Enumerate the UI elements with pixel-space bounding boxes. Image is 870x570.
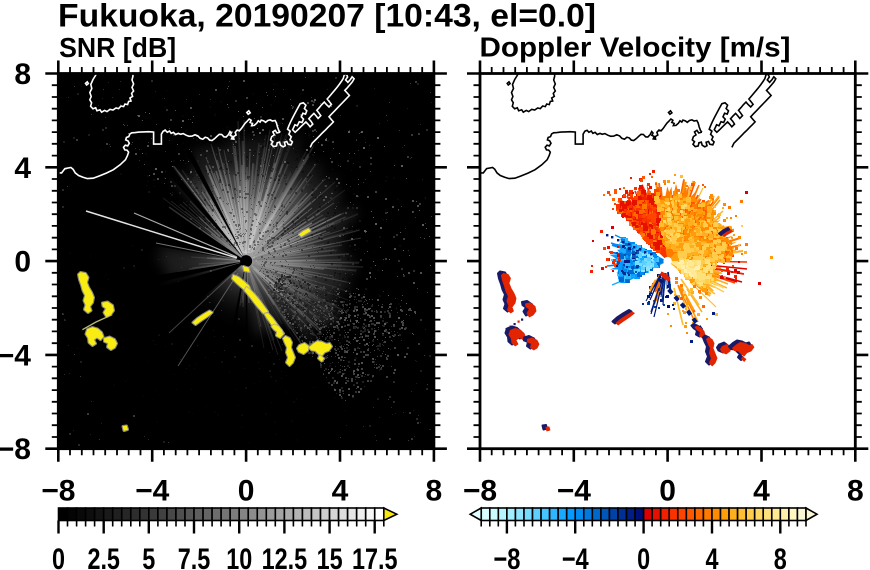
svg-text:4: 4	[332, 475, 349, 508]
svg-text:10: 10	[226, 543, 252, 570]
svg-text:7.5: 7.5	[178, 543, 211, 570]
svg-text:4: 4	[14, 152, 31, 185]
svg-text:Doppler Velocity [m/s]: Doppler Velocity [m/s]	[480, 32, 791, 63]
svg-text:0: 0	[238, 475, 255, 508]
svg-text:2.5: 2.5	[87, 543, 120, 570]
svg-text:8: 8	[774, 543, 787, 570]
svg-text:SNR [dB]: SNR [dB]	[59, 32, 176, 63]
svg-text:−8: −8	[0, 433, 31, 466]
svg-text:−8: −8	[463, 475, 497, 508]
svg-text:−8: −8	[493, 543, 520, 570]
svg-text:0: 0	[659, 475, 676, 508]
svg-text:0: 0	[52, 543, 65, 570]
svg-text:Fukuoka, 20190207 [10:43, el=0: Fukuoka, 20190207 [10:43, el=0.0]	[58, 0, 596, 33]
svg-text:17.5: 17.5	[352, 543, 398, 570]
svg-text:8: 8	[426, 475, 443, 508]
svg-text:8: 8	[14, 58, 31, 91]
svg-text:12.5: 12.5	[262, 543, 308, 570]
svg-text:−8: −8	[41, 475, 75, 508]
svg-text:15: 15	[317, 543, 343, 570]
svg-text:0: 0	[637, 543, 650, 570]
svg-text:5: 5	[142, 543, 155, 570]
svg-text:−4: −4	[0, 339, 31, 372]
svg-text:−4: −4	[562, 543, 589, 570]
svg-text:4: 4	[753, 475, 770, 508]
svg-text:0: 0	[14, 246, 31, 279]
svg-text:−4: −4	[557, 475, 592, 508]
svg-text:8: 8	[847, 475, 864, 508]
svg-text:−4: −4	[135, 475, 170, 508]
svg-text:4: 4	[706, 543, 719, 570]
